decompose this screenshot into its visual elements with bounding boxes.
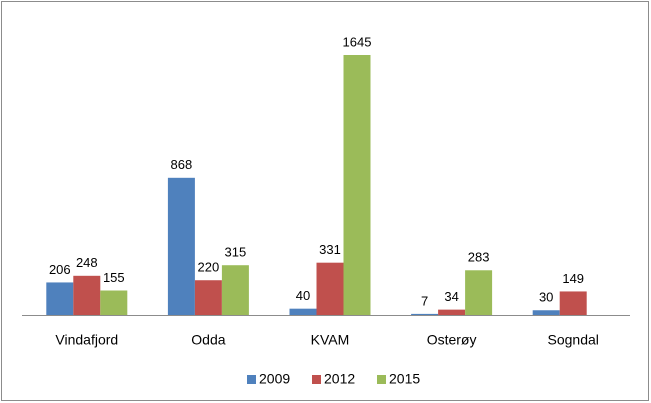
data-label: 315	[225, 245, 247, 260]
x-tick-label: Osterøy	[427, 332, 477, 348]
data-label: 155	[103, 270, 125, 285]
bar	[343, 55, 371, 315]
data-label: 7	[421, 293, 428, 308]
data-label: 868	[171, 157, 193, 172]
bar	[532, 310, 560, 315]
data-label: 206	[49, 262, 71, 277]
bar	[411, 313, 439, 315]
data-label: 1645	[343, 34, 372, 49]
x-tick-label: Vindafjord	[55, 332, 118, 348]
bar	[73, 275, 101, 315]
bar	[221, 265, 249, 315]
data-label: 331	[319, 242, 341, 257]
x-tick-label: KVAM	[311, 332, 350, 348]
bar	[465, 270, 493, 315]
data-label: 220	[198, 260, 220, 275]
data-label: 248	[76, 255, 98, 270]
data-label: 30	[539, 290, 553, 305]
legend-label: 2015	[389, 371, 420, 387]
legend-swatch	[247, 375, 256, 384]
bar	[438, 309, 466, 315]
bar	[194, 280, 222, 315]
legend-swatch	[377, 375, 386, 384]
bar	[100, 290, 128, 315]
data-label: 40	[296, 288, 310, 303]
x-tick-label: Odda	[191, 332, 225, 348]
data-label: 283	[468, 250, 490, 265]
bar	[289, 308, 317, 315]
legend-label: 2012	[324, 371, 355, 387]
bar	[316, 262, 344, 315]
bar	[559, 291, 587, 315]
legend-label: 2009	[259, 371, 290, 387]
x-tick-label: Sogndal	[548, 332, 599, 348]
bar	[167, 177, 195, 315]
bar	[46, 282, 74, 315]
data-label: 34	[444, 289, 458, 304]
data-label: 149	[562, 271, 584, 286]
legend-swatch	[312, 375, 321, 384]
